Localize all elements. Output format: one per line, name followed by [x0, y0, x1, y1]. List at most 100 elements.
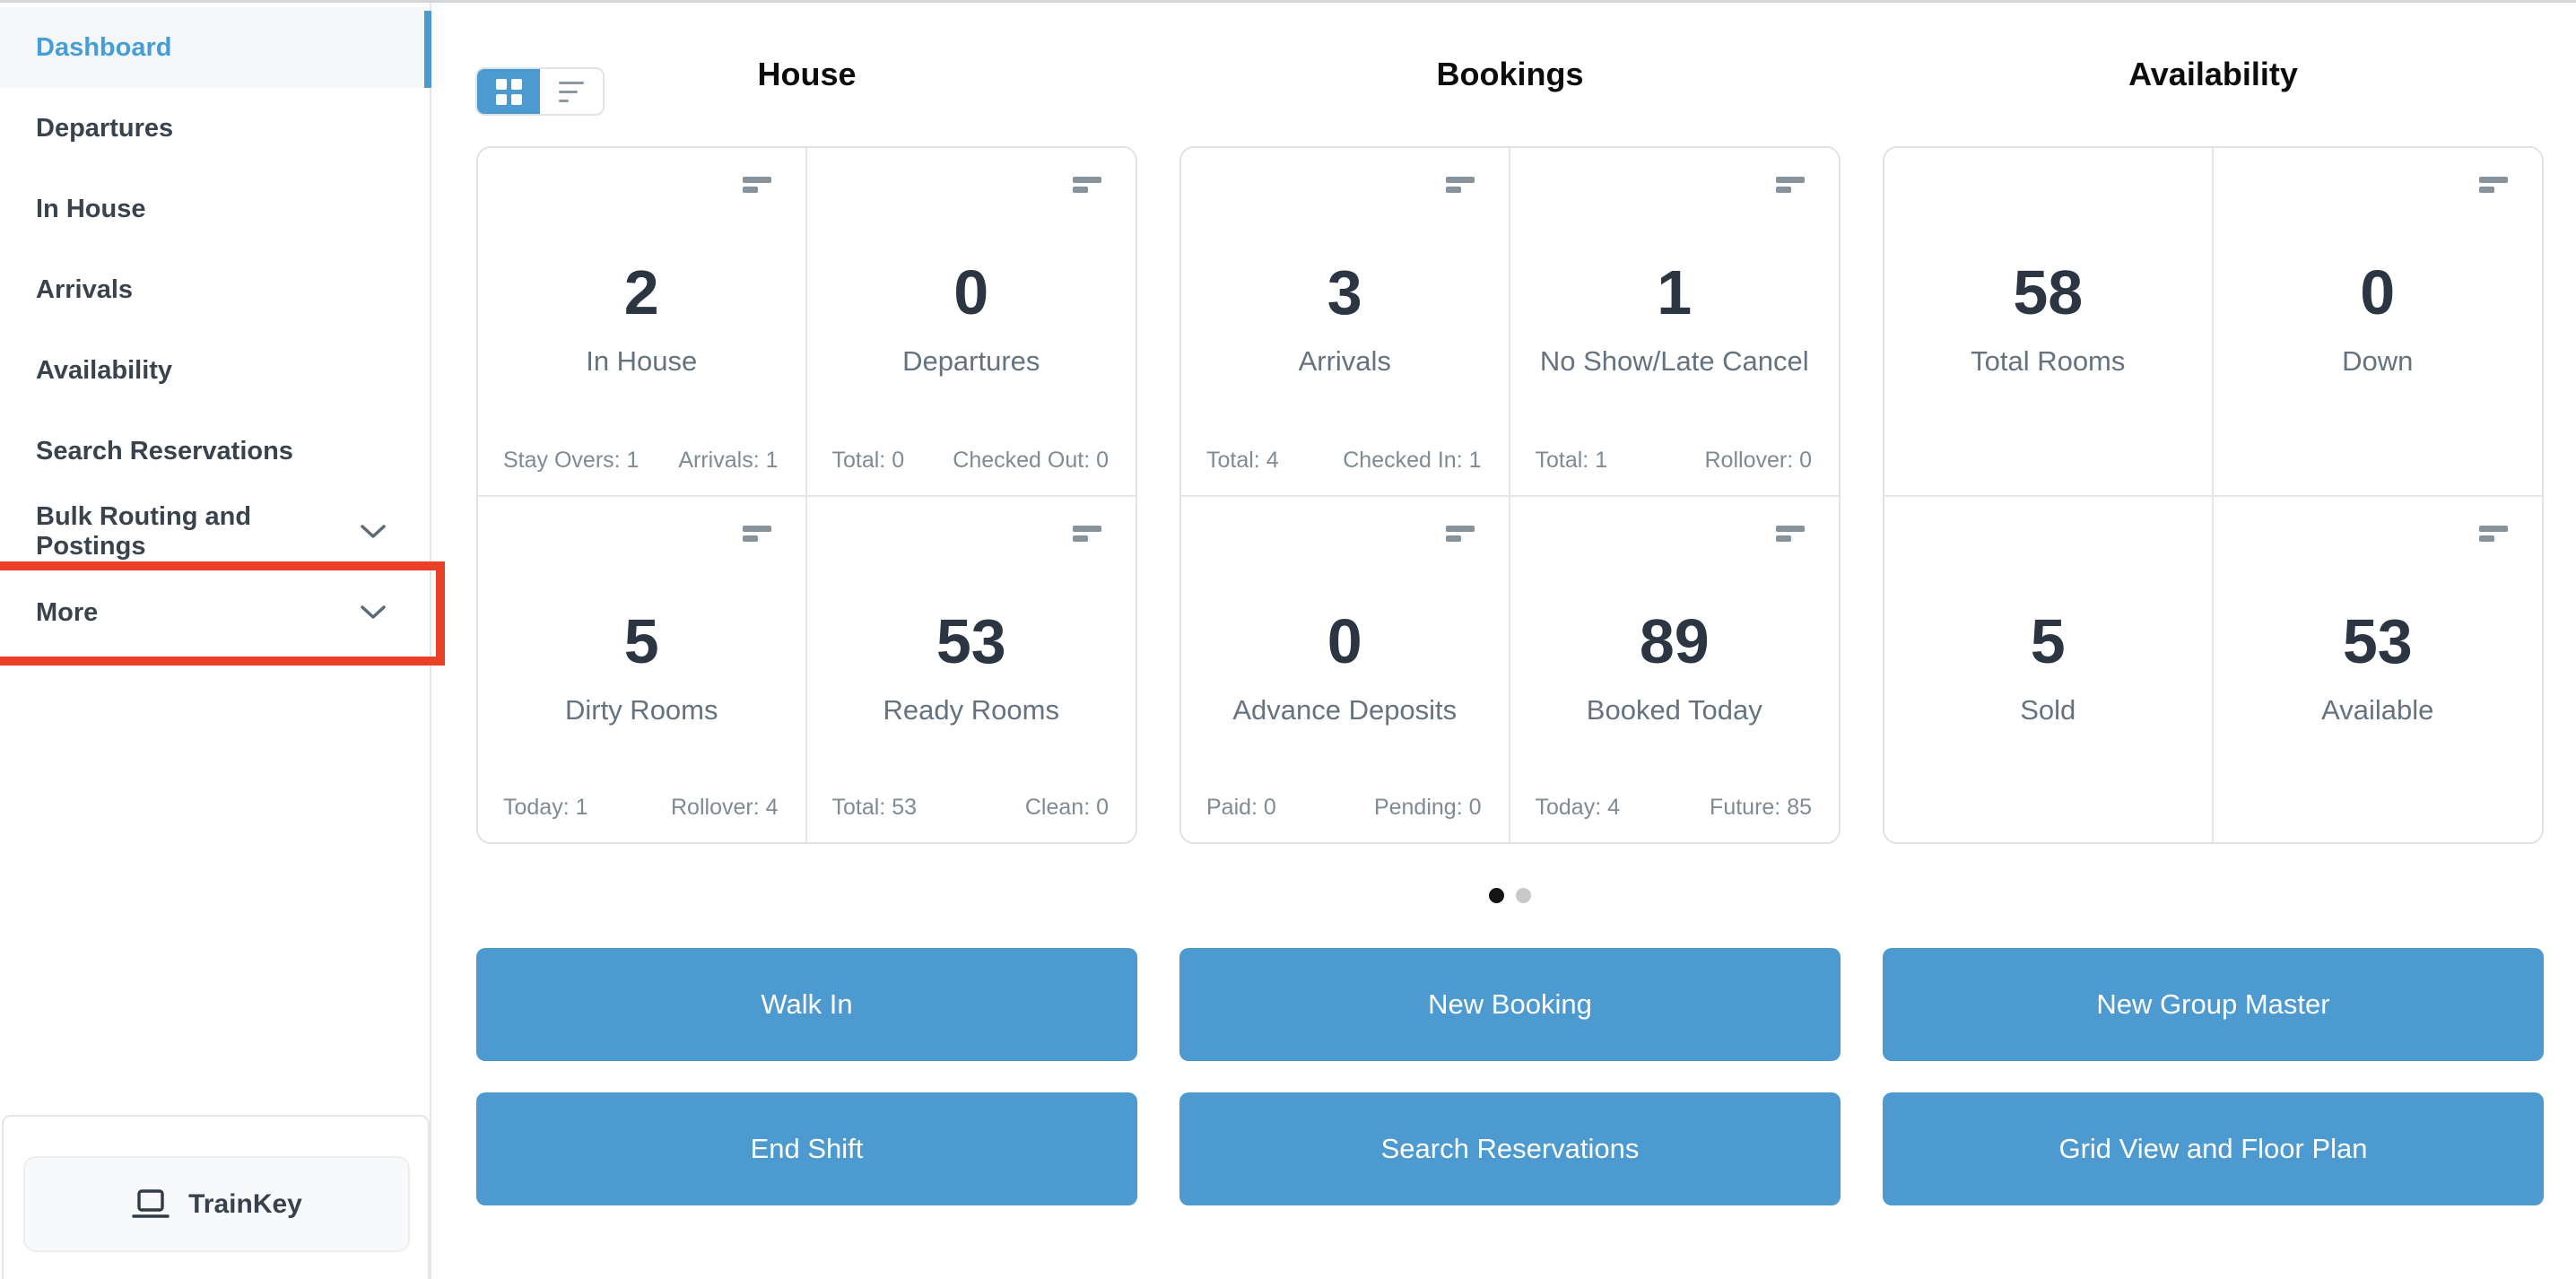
column-title: Availability	[2128, 56, 2298, 92]
card-stats: Today: 4 Future: 85	[1536, 795, 1813, 821]
stat-card-ready-rooms[interactable]: 53 Ready Rooms Total: 53 Clean: 0	[806, 495, 1136, 842]
card-label: Sold	[2020, 694, 2076, 726]
sidebar-nav: Dashboard Departures In House Arrivals A…	[0, 3, 445, 666]
action-button-grid-view-and-floor-plan[interactable]: Grid View and Floor Plan	[1883, 1092, 2544, 1205]
sidebar-item-more[interactable]: More	[0, 561, 445, 666]
sidebar-item-in-house[interactable]: In House	[0, 169, 430, 249]
list-view-toggle[interactable]	[540, 69, 603, 114]
sidebar-item-availability[interactable]: Availability	[0, 330, 430, 411]
action-buttons: Walk In New Booking New Group Master End Sh…	[476, 948, 2544, 1205]
card-label: Arrivals	[1298, 345, 1391, 377]
card-group: 58 Total Rooms 0 Down 5 Sold 53 Availabl…	[1883, 146, 2544, 844]
sidebar-item-label: Arrivals	[36, 274, 134, 304]
card-value: 5	[623, 606, 659, 676]
stat-card-advance-deposits[interactable]: 0 Advance Deposits Paid: 0 Pending: 0	[1181, 495, 1510, 842]
card-stat-left: Paid: 0	[1206, 795, 1276, 820]
card-stat-right: Rollover: 4	[671, 795, 779, 820]
card-value: 53	[936, 606, 1006, 676]
card-value: 3	[1327, 257, 1362, 327]
card-stat-left: Total: 0	[831, 448, 905, 473]
sidebar-item-search-reservations[interactable]: Search Reservations	[0, 411, 430, 492]
card-stat-left: Stay Overs: 1	[503, 448, 640, 473]
card-stat-right: Checked Out: 0	[953, 448, 1109, 473]
card-group: 2 In House Stay Overs: 1 Arrivals: 1 0 D…	[476, 146, 1137, 844]
sidebar-item-label: Search Reservations	[36, 436, 293, 465]
card-menu-icon[interactable]	[1776, 177, 1805, 193]
stat-columns: House 2 In House Stay Overs: 1 Arrivals:…	[476, 3, 2544, 844]
grid-view-icon	[495, 78, 522, 105]
action-button-new-booking[interactable]: New Booking	[1179, 948, 1841, 1061]
stat-card-down[interactable]: 0 Down	[2213, 148, 2542, 495]
card-value: 0	[2360, 257, 2396, 327]
card-menu-icon[interactable]	[1445, 177, 1475, 193]
stat-card-arrivals[interactable]: 3 Arrivals Total: 4 Checked In: 1	[1181, 148, 1510, 495]
carousel-dot-2[interactable]	[1516, 888, 1531, 903]
laptop-icon	[132, 1188, 170, 1218]
action-button-end-shift[interactable]: End Shift	[476, 1092, 1137, 1205]
card-stats: Today: 1 Rollover: 4	[503, 795, 779, 821]
card-stat-left: Total: 4	[1206, 448, 1279, 473]
card-stat-right: Pending: 0	[1373, 795, 1482, 820]
card-stat-right: Rollover: 0	[1704, 448, 1813, 473]
sidebar-item-label: Dashboard	[36, 32, 172, 62]
carousel-dots	[476, 888, 2544, 903]
card-stats: Total: 53 Clean: 0	[832, 795, 1110, 821]
card-menu-icon[interactable]	[2479, 526, 2508, 542]
carousel-dot-1[interactable]	[1489, 888, 1504, 903]
sidebar-item-arrivals[interactable]: Arrivals	[0, 249, 430, 330]
view-toggle	[475, 67, 605, 116]
card-value: 2	[623, 257, 659, 327]
card-menu-icon[interactable]	[1445, 526, 1475, 542]
column-availability: Availability 58 Total Rooms 0 Down 5 Sol…	[1883, 3, 2544, 844]
column-title: Bookings	[1436, 56, 1584, 92]
stat-card-total-rooms[interactable]: 58 Total Rooms	[1884, 148, 2214, 495]
card-value: 0	[1327, 606, 1362, 676]
action-button-walk-in[interactable]: Walk In	[476, 948, 1137, 1061]
card-stats: Total: 0 Checked Out: 0	[832, 448, 1110, 474]
card-label: Dirty Rooms	[564, 694, 718, 726]
grid-view-toggle[interactable]	[477, 69, 540, 114]
stat-card-no-show-late-cancel[interactable]: 1 No Show/Late Cancel Total: 1 Rollover:…	[1510, 148, 1839, 495]
card-stat-right: Clean: 0	[1024, 795, 1109, 820]
sidebar-item-label: Availability	[36, 355, 173, 385]
card-menu-icon[interactable]	[1073, 526, 1101, 542]
trainkey-button[interactable]: TrainKey	[23, 1156, 410, 1252]
main-content: House 2 In House Stay Overs: 1 Arrivals:…	[433, 3, 2576, 1279]
card-label: Advance Deposits	[1232, 694, 1458, 726]
card-value: 1	[1657, 257, 1693, 327]
sidebar-item-dashboard[interactable]: Dashboard	[0, 7, 431, 88]
card-menu-icon[interactable]	[2479, 177, 2508, 193]
stat-card-dirty-rooms[interactable]: 5 Dirty Rooms Today: 1 Rollover: 4	[478, 495, 807, 842]
card-menu-icon[interactable]	[742, 177, 771, 193]
card-value: 5	[2030, 606, 2066, 676]
card-label: No Show/Late Cancel	[1539, 345, 1809, 377]
action-button-search-reservations[interactable]: Search Reservations	[1179, 1092, 1841, 1205]
card-value: 0	[953, 257, 989, 327]
list-view-icon	[559, 81, 584, 102]
sidebar-item-departures[interactable]: Departures	[0, 88, 430, 169]
card-label: Down	[2342, 345, 2414, 377]
card-label: Available	[2321, 694, 2434, 726]
chevron-down-icon	[361, 605, 386, 619]
stat-card-departures[interactable]: 0 Departures Total: 0 Checked Out: 0	[806, 148, 1136, 495]
chevron-down-icon	[361, 525, 386, 538]
sidebar-item-label: More	[36, 597, 99, 627]
card-stats: Total: 1 Rollover: 0	[1536, 448, 1813, 474]
card-label: Departures	[902, 345, 1040, 377]
card-menu-icon[interactable]	[1776, 526, 1805, 542]
stat-card-available[interactable]: 53 Available	[2213, 495, 2542, 842]
action-button-new-group-master[interactable]: New Group Master	[1883, 948, 2544, 1061]
top-divider	[0, 0, 2576, 3]
stat-card-sold[interactable]: 5 Sold	[1884, 495, 2214, 842]
sidebar-item-bulk-routing-and-postings[interactable]: Bulk Routing and Postings	[0, 492, 430, 572]
stat-card-in-house[interactable]: 2 In House Stay Overs: 1 Arrivals: 1	[478, 148, 807, 495]
sidebar-item-label: In House	[36, 194, 146, 223]
stat-card-booked-today[interactable]: 89 Booked Today Today: 4 Future: 85	[1510, 495, 1839, 842]
card-stat-left: Total: 53	[831, 795, 918, 820]
sidebar: Dashboard Departures In House Arrivals A…	[0, 3, 445, 1279]
card-menu-icon[interactable]	[742, 526, 771, 542]
column-title: House	[757, 56, 857, 92]
card-value: 58	[2013, 257, 2084, 327]
column-bookings: Bookings 3 Arrivals Total: 4 Checked In:…	[1179, 3, 1841, 844]
card-menu-icon[interactable]	[1073, 177, 1101, 193]
